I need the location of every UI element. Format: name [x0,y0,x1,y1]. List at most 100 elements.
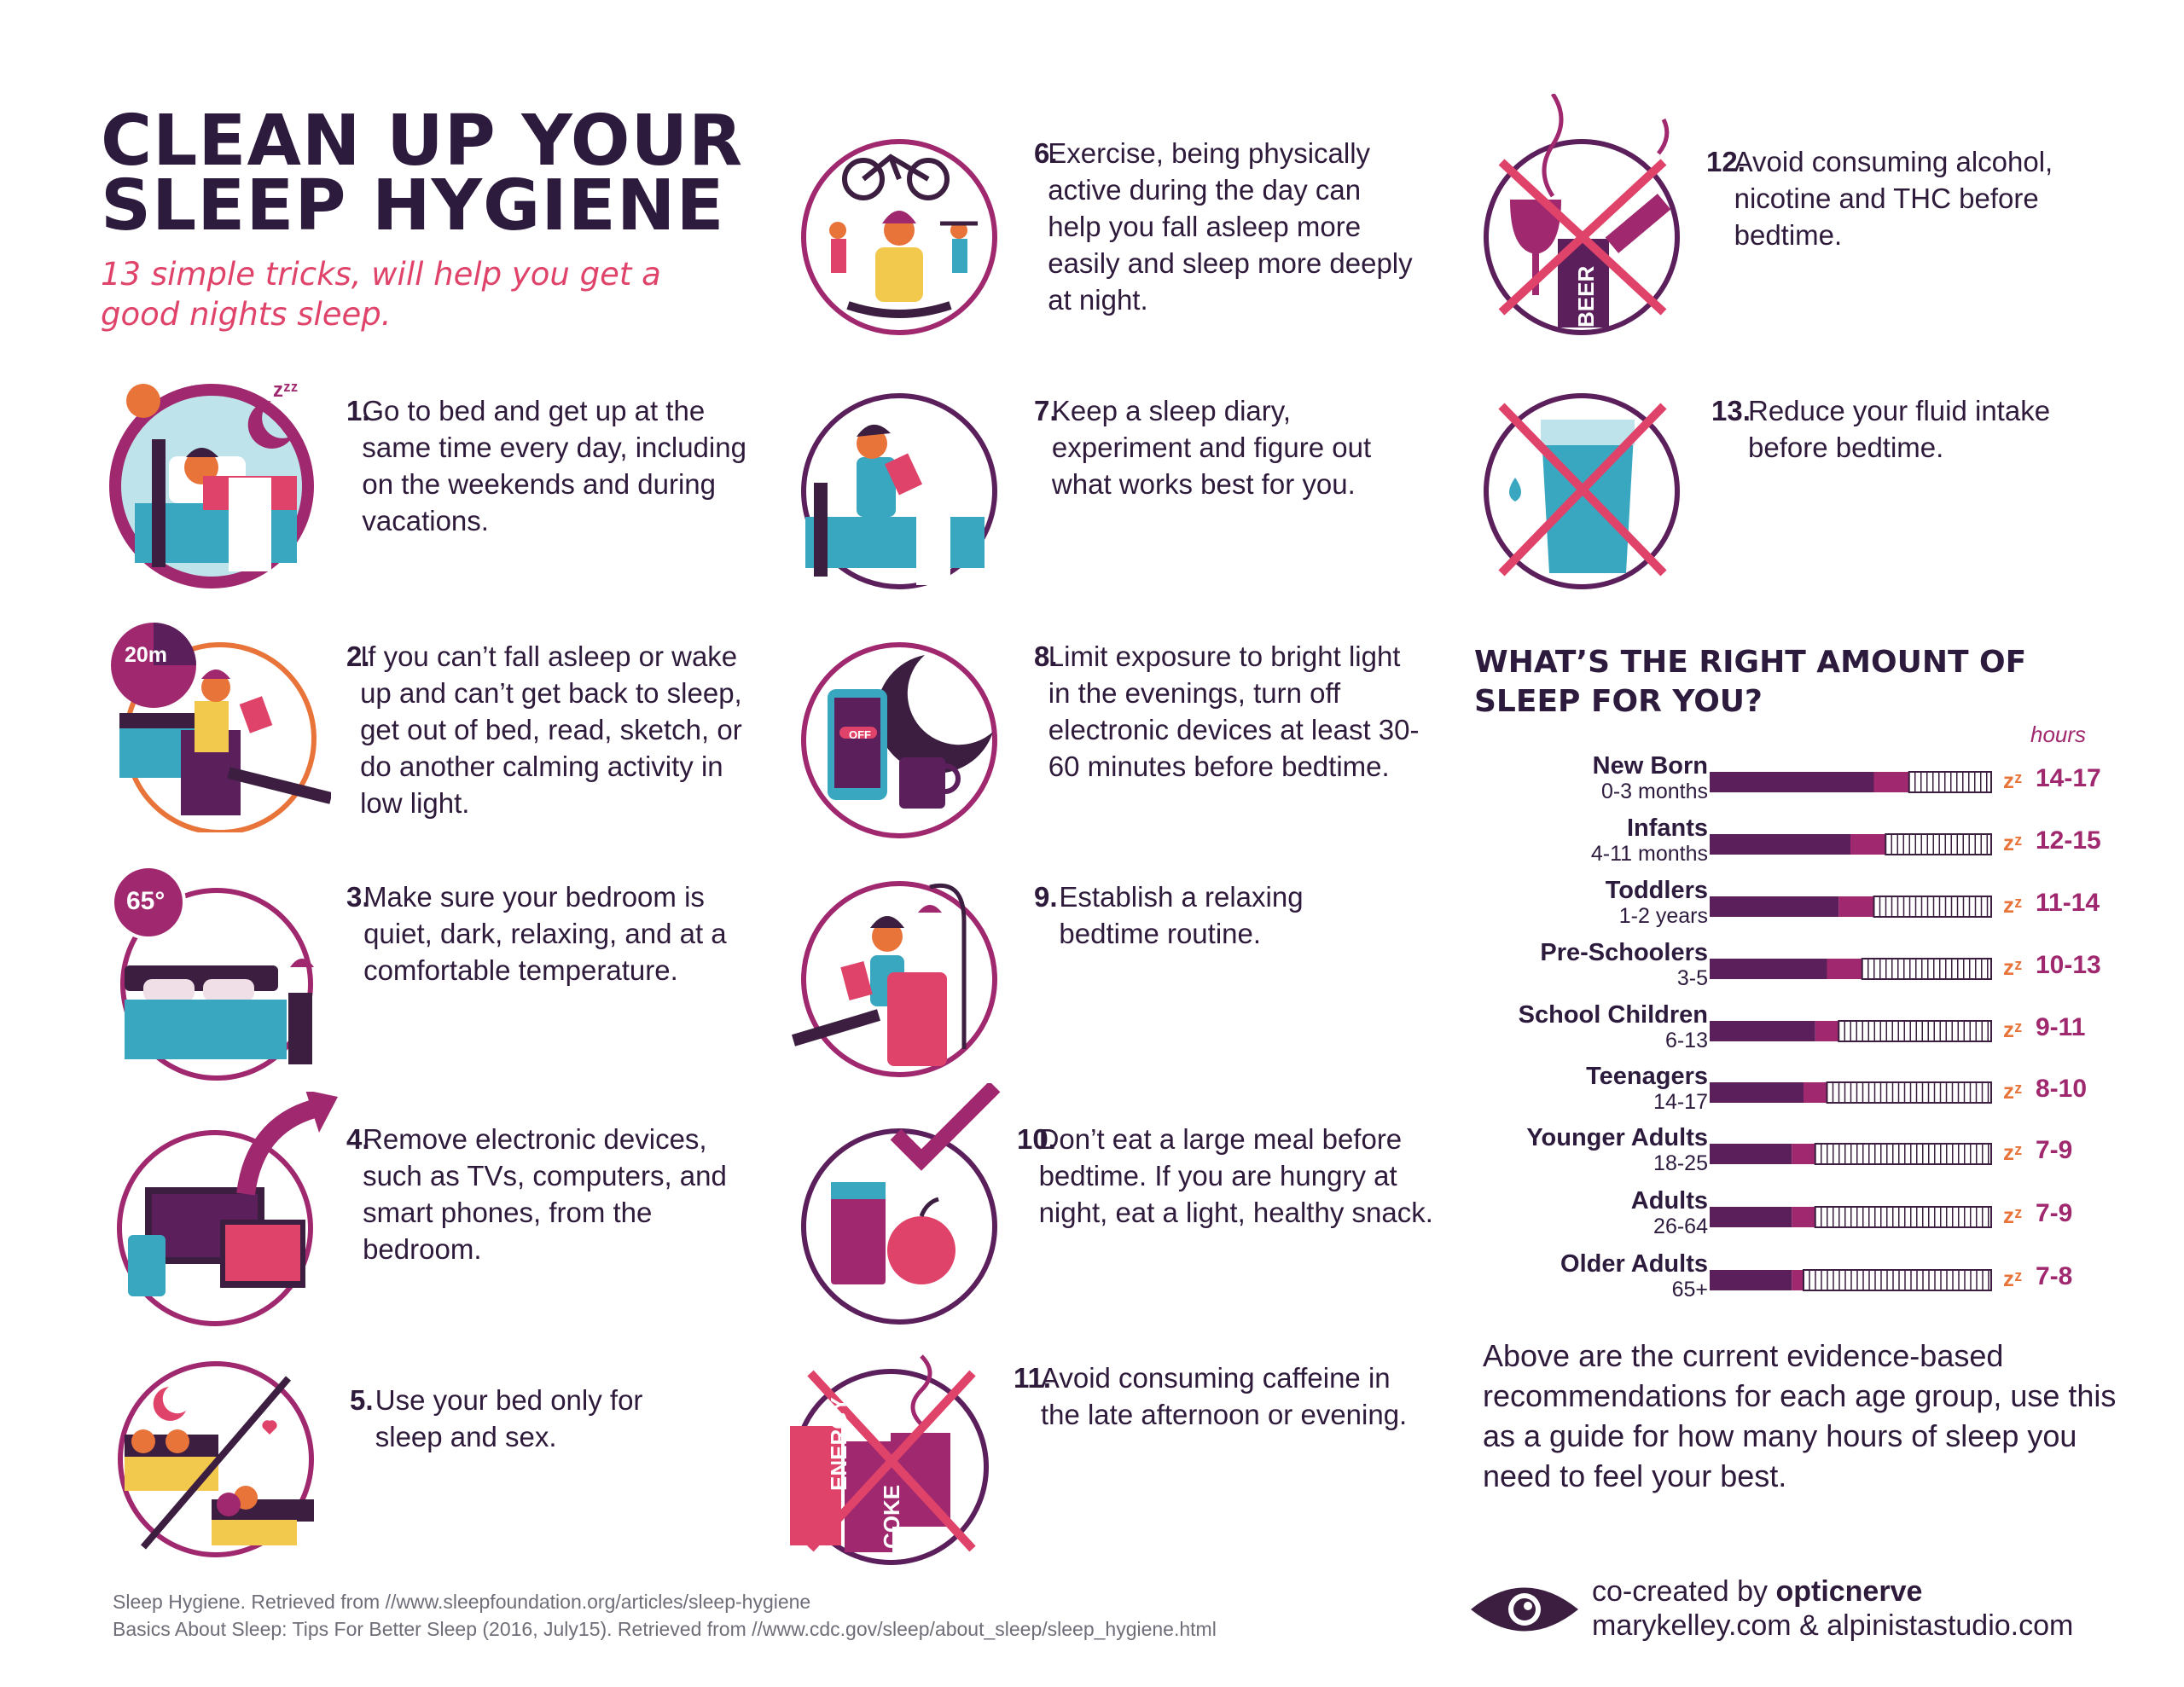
title-line-1: CLEAN UP YOUR [101,101,744,182]
coke-can-label: COKE [879,1484,904,1549]
sleep-hours: 7-8 [2036,1262,2073,1290]
references: Sleep Hygiene. Retrieved from //www.slee… [113,1588,1217,1643]
sleep-bar-minimum [1710,1207,1792,1227]
credit-brand: opticnerve [1775,1575,1923,1608]
off-switch-label: OFF [849,728,871,741]
zz-icon: zᶻ [2003,830,2023,855]
sleep-bar [1710,896,1992,918]
sleep-bar-minimum [1710,1270,1792,1290]
hours-label: hours [2030,722,2087,747]
sleep-bar-minimum [1710,1021,1815,1041]
zz-icon: zᶻ [2003,954,2023,980]
age-group-label: School Children 6-13 [1519,1001,1708,1052]
no-alcohol-nicotine-icon [1484,94,1680,335]
sleep-bar [1710,771,1992,793]
sleep-row: Younger Adults 18-25 zᶻ 7-9 [1416,1124,2116,1184]
age-group-label: Pre-Schoolers 3-5 [1540,939,1708,990]
zz-icon: zᶻ [2003,768,2023,793]
sleep-bar-range [1873,772,1909,792]
thermostat-badge-icon [111,865,186,940]
sleep-bar-range [1792,1207,1815,1227]
tip-number: 12. [1706,146,1745,177]
timer-icon [111,623,196,708]
tip-text: Reduce your fluid intake before bedtime. [1748,395,2051,463]
age-group-label: Younger Adults 18-25 [1526,1124,1708,1175]
sleep-hours: 14-17 [2036,764,2101,792]
zz-icon: zᶻ [2003,1078,2023,1104]
sleep-bar [1710,1269,1992,1291]
age-group-range: 65+ [1671,1278,1708,1301]
tip-6: 6. Exercise, being physically active dur… [1034,135,1418,318]
age-group-name: Adults [1630,1187,1708,1215]
credit: co-created by opticnerve marykelley.com … [1592,1574,2073,1643]
sleep-hours: 7-9 [2036,1136,2073,1164]
age-group-label: Toddlers 1-2 years [1606,877,1708,928]
sleep-bar-remaining [1826,1081,1992,1104]
tip-number: 4. [346,1123,370,1155]
age-group-range: 1-2 years [1618,904,1708,928]
relaxing-routine-icon [791,881,997,1077]
sleep-row: Pre-Schoolers 3-5 zᶻ 10-13 [1416,939,2116,999]
tip-4: 4. Remove electronic devices, such as TV… [346,1121,773,1267]
zz-icon: zᶻ [2003,1266,2023,1291]
sleep-bar-remaining [1873,896,1992,918]
tip-13: 13. Reduce your fluid intake before bedt… [1711,392,2121,466]
tip-number: 8. [1034,641,1058,672]
tip-text: If you can’t fall asleep or wake up and … [360,641,742,819]
temperature-badge: 65° [126,887,166,915]
sleep-hours: 11-14 [2036,889,2100,917]
sleep-note: Above are the current evidence-based rec… [1483,1338,2117,1493]
tip-7: 7. Keep a sleep diary, experiment and fi… [1034,392,1426,502]
sleep-diary-icon [801,393,997,589]
sleep-hours: 10-13 [2036,951,2101,979]
sleep-bar-range [1838,896,1874,917]
age-group-range: 4-11 months [1590,842,1708,866]
age-group-label: Older Adults 65+ [1560,1250,1708,1301]
exercise-icon [801,139,997,335]
sleep-bar-range [1804,1082,1827,1103]
sleep-bar-remaining [1803,1269,1992,1291]
credit-sites: marykelley.com & alpinistastudio.com [1592,1609,2074,1642]
sleep-row: Toddlers 1-2 years zᶻ 11-14 [1416,877,2116,936]
tip-number: 2. [346,641,370,672]
sun-icon [118,382,169,416]
age-group-label: Adults 26-64 [1631,1187,1708,1238]
bed-sleeping-icon [109,384,314,588]
sleep-bar-minimum [1710,959,1827,979]
bedroom-thermostat-icon [120,888,314,1081]
age-group-range: 3-5 [1676,966,1708,990]
tip-text: Establish a relaxing bedtime routine. [1059,881,1304,949]
tip-number: 5. [350,1384,374,1416]
sleep-bar-range [1827,959,1862,979]
credit-prefix: co-created by [1592,1575,1776,1608]
tip-12: 12. Avoid consuming alcohol, nicotine an… [1706,143,2116,253]
tip-1: 1. Go to bed and get up at the same time… [346,392,773,539]
sleep-row: Infants 4-11 months zᶻ 12-15 [1416,815,2116,874]
sleep-bar-minimum [1710,1082,1804,1103]
sleep-bar-range [1792,1270,1804,1290]
bed-sleep-sex-icon [118,1361,314,1557]
sleep-row: School Children 6-13 zᶻ 9-11 [1416,1001,2116,1061]
sleep-bar-range [1815,1021,1839,1041]
age-group-name: Younger Adults [1526,1124,1708,1151]
age-group-name: Pre-Schoolers [1540,939,1708,966]
phone-off-moon-icon [801,642,997,838]
tip-number: 6. [1034,137,1058,169]
sleep-bar-minimum [1710,896,1839,917]
sleep-row: Teenagers 14-17 zᶻ 8-10 [1416,1063,2116,1122]
tip-number: 1. [346,395,370,426]
tip-number: 9. [1034,881,1058,913]
zz-icon: zᶻ [2003,1203,2023,1228]
reference-1: Sleep Hygiene. Retrieved from //www.slee… [113,1591,811,1613]
sleep-bar [1710,833,1992,855]
subtitle: 13 simple tricks, will help you get a go… [101,256,661,333]
sleep-bar [1710,1206,1992,1228]
sleep-title-line-2: SLEEP FOR YOU? [1474,684,1763,719]
sleep-bar-range [1792,1144,1815,1164]
tip-number: 7. [1034,395,1058,426]
tip-text: Make sure your bedroom is quiet, dark, r… [363,881,727,986]
reference-2: Basics About Sleep: Tips For Better Slee… [113,1618,1217,1640]
sleep-row: Older Adults 65+ zᶻ 7-8 [1416,1250,2116,1310]
sleep-bar-remaining [1838,1020,1992,1042]
tip-9: 9. Establish a relaxing bedtime routine. [1034,878,1392,952]
